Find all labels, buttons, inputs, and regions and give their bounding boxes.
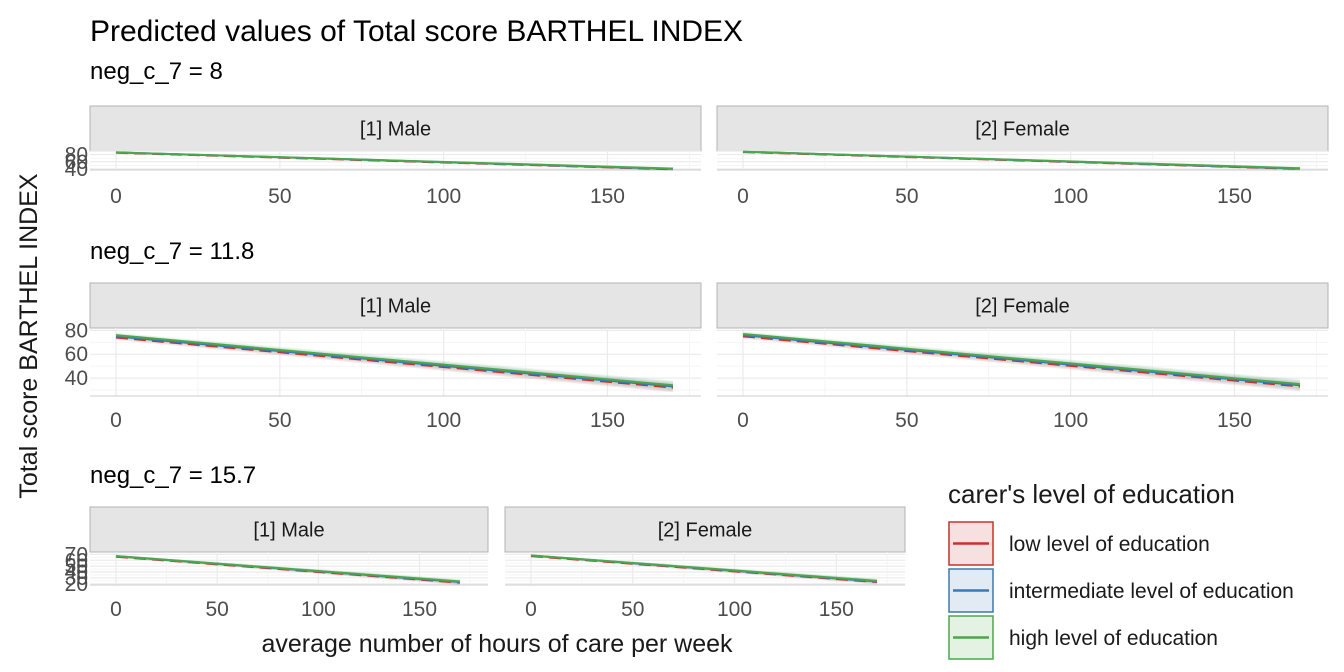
facet-strip — [504, 506, 906, 553]
x-tick-label: 100 — [426, 185, 461, 208]
series-line — [742, 332, 1301, 386]
y-tick-label: 40 — [65, 561, 88, 584]
legend: carer's level of education low level of … — [948, 479, 1294, 660]
facet-strip — [89, 506, 489, 553]
panel-subtitle: neg_c_7 = 11.8 — [90, 238, 254, 265]
x-tick-label: 0 — [110, 185, 122, 208]
legend-label: high level of education — [1009, 627, 1218, 650]
x-tick-label: 150 — [402, 598, 437, 621]
x-tick-label: 100 — [1053, 409, 1088, 432]
x-tick-label: 50 — [268, 185, 291, 208]
facet: [1] Male 0 50 100 150 — [89, 506, 489, 621]
series-line — [115, 555, 461, 583]
facet-strip — [716, 105, 1329, 152]
facet-strip-label: [1] Male — [360, 296, 431, 318]
x-tick-label: 50 — [621, 598, 644, 621]
series-line — [530, 554, 878, 582]
y-tick-label: 20 — [65, 573, 88, 596]
x-tick-label: 0 — [525, 598, 537, 621]
legend-item: high level of education — [948, 615, 1218, 660]
y-tick-label: 80 — [65, 319, 88, 342]
x-tick-label: 100 — [1053, 185, 1088, 208]
legend-label: low level of education — [1009, 533, 1210, 556]
x-tick-label: 50 — [205, 598, 228, 621]
panel-subtitle: neg_c_7 = 15.7 — [90, 462, 256, 489]
x-tick-label: 150 — [1217, 185, 1252, 208]
x-tick-label: 0 — [737, 409, 749, 432]
series-line — [742, 150, 1301, 170]
x-tick-label: 100 — [426, 409, 461, 432]
facet-strip — [89, 105, 702, 152]
y-tick-label: 30 — [65, 567, 88, 590]
x-tick-label: 0 — [737, 185, 749, 208]
x-tick-label: 100 — [717, 598, 752, 621]
y-tick-label: 40 — [65, 367, 88, 390]
y-tick-label: 60 — [65, 549, 88, 572]
x-tick-label: 0 — [110, 409, 122, 432]
facet-strip-label: [1] Male — [360, 119, 431, 141]
y-tick-label: 60 — [65, 343, 88, 366]
x-tick-label: 0 — [110, 598, 122, 621]
x-tick-label: 100 — [301, 598, 336, 621]
legend-label: intermediate level of education — [1009, 580, 1294, 603]
facet-strip-label: [2] Female — [975, 119, 1069, 141]
x-tick-label: 150 — [1217, 409, 1252, 432]
facet: [2] Female 0 50 100 150 — [504, 506, 906, 621]
series-line — [115, 334, 674, 387]
facet-strip-label: [1] Male — [253, 520, 324, 542]
x-tick-label: 50 — [268, 409, 291, 432]
facet-strip-label: [2] Female — [658, 520, 752, 542]
chart-title: Predicted values of Total score BARTHEL … — [90, 15, 743, 48]
gridlines — [90, 328, 701, 396]
series-line — [115, 151, 674, 170]
y-tick-label: 80 — [65, 144, 88, 167]
facet-strip-label: [2] Female — [975, 296, 1069, 318]
y-tick-label: 40 — [65, 158, 88, 181]
facet: [1] Male 0 50 100 150 — [89, 282, 702, 432]
facet-strip — [89, 282, 702, 329]
legend-title: carer's level of education — [948, 479, 1235, 509]
series-line — [115, 336, 674, 389]
y-tick-label: 60 — [65, 151, 88, 174]
facet: [2] Female 0 50 100 150 — [716, 105, 1329, 208]
x-tick-label: 150 — [590, 409, 625, 432]
facet-strip — [716, 282, 1329, 329]
x-tick-label: 50 — [895, 409, 918, 432]
legend-item: low level of education — [948, 521, 1210, 566]
facet: [2] Female 0 50 100 150 — [716, 282, 1329, 432]
x-axis-title: average number of hours of care per week — [261, 630, 733, 658]
panel-subtitle: neg_c_7 = 8 — [90, 58, 223, 85]
y-tick-label: 70 — [65, 543, 88, 566]
x-tick-label: 150 — [590, 185, 625, 208]
x-tick-label: 50 — [895, 185, 918, 208]
y-axis-title: Total score BARTHEL INDEX — [15, 173, 43, 498]
x-tick-label: 150 — [819, 598, 854, 621]
series-line — [742, 334, 1301, 387]
series-line — [115, 335, 674, 388]
legend-item: intermediate level of education — [948, 568, 1294, 613]
facet: [1] Male 0 50 100 150 — [89, 105, 702, 208]
series-line — [742, 335, 1301, 388]
y-tick-label: 50 — [65, 555, 88, 578]
